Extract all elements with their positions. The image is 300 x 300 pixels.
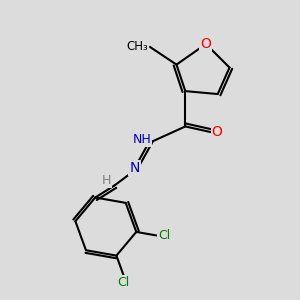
- Text: Cl: Cl: [117, 276, 130, 290]
- Text: Cl: Cl: [158, 229, 170, 242]
- Text: CH₃: CH₃: [127, 40, 148, 53]
- Text: NH: NH: [133, 133, 152, 146]
- Text: H: H: [102, 173, 111, 187]
- Text: O: O: [212, 125, 223, 139]
- Text: O: O: [200, 37, 211, 51]
- Text: N: N: [129, 161, 140, 175]
